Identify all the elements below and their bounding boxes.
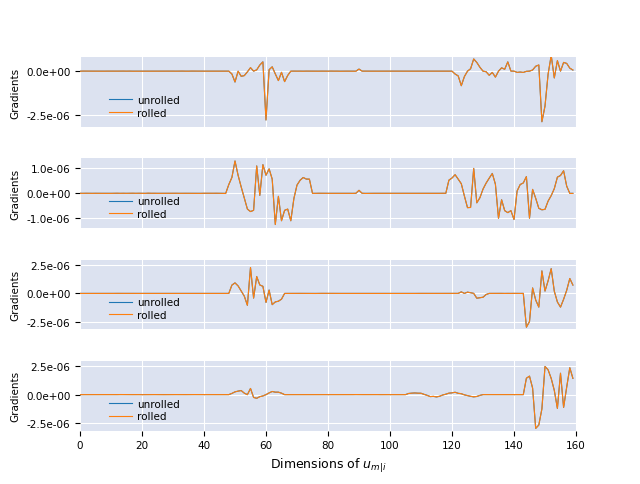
rolled <box>532 425 540 431</box>
Line: unrolled: unrolled <box>80 268 573 328</box>
Line: unrolled: unrolled <box>80 162 573 225</box>
rolled <box>76 291 84 297</box>
Line: rolled: rolled <box>80 367 573 428</box>
rolled <box>175 291 183 297</box>
rolled <box>246 265 254 271</box>
rolled <box>569 283 577 288</box>
unrolled <box>246 265 254 271</box>
unrolled <box>396 69 403 75</box>
rolled <box>396 392 403 398</box>
unrolled <box>479 392 487 398</box>
rolled <box>349 69 356 75</box>
rolled <box>550 76 558 82</box>
rolled <box>76 69 84 75</box>
unrolled <box>479 69 487 75</box>
unrolled <box>175 392 183 398</box>
rolled <box>479 69 487 75</box>
rolled <box>175 392 183 398</box>
rolled <box>538 120 546 125</box>
rolled <box>216 191 223 197</box>
unrolled <box>550 76 558 82</box>
rolled <box>175 191 183 197</box>
rolled <box>402 191 410 197</box>
Line: rolled: rolled <box>80 56 573 122</box>
rolled <box>483 292 490 298</box>
unrolled <box>216 291 223 297</box>
unrolled <box>175 191 183 197</box>
Legend: unrolled, rolled: unrolled, rolled <box>105 193 184 224</box>
rolled <box>231 159 239 165</box>
rolled <box>541 364 549 370</box>
unrolled <box>231 159 239 165</box>
rolled <box>569 68 577 74</box>
unrolled <box>216 69 223 75</box>
rolled <box>271 222 279 228</box>
Y-axis label: Gradients: Gradients <box>10 270 20 320</box>
unrolled <box>399 291 406 297</box>
unrolled <box>569 68 577 74</box>
unrolled <box>349 392 356 398</box>
rolled <box>547 53 555 59</box>
unrolled <box>76 69 84 75</box>
unrolled <box>541 364 549 370</box>
unrolled <box>216 191 223 197</box>
rolled <box>479 392 487 398</box>
unrolled <box>547 53 555 59</box>
Line: unrolled: unrolled <box>80 56 573 122</box>
unrolled <box>485 176 493 182</box>
rolled <box>216 69 223 75</box>
Y-axis label: Gradients: Gradients <box>10 168 20 219</box>
unrolled <box>532 425 540 431</box>
rolled <box>569 376 577 381</box>
unrolled <box>550 288 558 294</box>
unrolled <box>76 392 84 398</box>
Line: unrolled: unrolled <box>80 367 573 428</box>
Legend: unrolled, rolled: unrolled, rolled <box>105 394 184 425</box>
Y-axis label: Gradients: Gradients <box>10 370 20 422</box>
rolled <box>355 188 363 194</box>
unrolled <box>352 291 360 297</box>
rolled <box>550 186 558 192</box>
rolled <box>216 291 223 297</box>
unrolled <box>538 120 546 125</box>
unrolled <box>349 69 356 75</box>
unrolled <box>175 69 183 75</box>
rolled <box>569 191 577 197</box>
unrolled <box>550 388 558 393</box>
rolled <box>76 392 84 398</box>
rolled <box>352 291 360 297</box>
unrolled <box>569 376 577 381</box>
rolled <box>76 191 84 197</box>
rolled <box>399 291 406 297</box>
rolled <box>485 176 493 182</box>
unrolled <box>216 392 223 398</box>
rolled <box>396 69 403 75</box>
Y-axis label: Gradients: Gradients <box>10 67 20 119</box>
rolled <box>523 325 531 331</box>
rolled <box>550 289 558 295</box>
rolled <box>175 69 183 75</box>
unrolled <box>355 188 363 194</box>
Line: rolled: rolled <box>80 268 573 328</box>
unrolled <box>569 191 577 197</box>
Line: rolled: rolled <box>80 162 573 225</box>
rolled <box>550 388 558 393</box>
unrolled <box>569 283 577 288</box>
unrolled <box>76 291 84 297</box>
unrolled <box>483 292 490 298</box>
rolled <box>349 392 356 398</box>
unrolled <box>396 392 403 398</box>
unrolled <box>76 191 84 197</box>
unrolled <box>175 291 183 297</box>
rolled <box>216 392 223 398</box>
unrolled <box>550 186 558 192</box>
Legend: unrolled, rolled: unrolled, rolled <box>105 294 184 325</box>
X-axis label: Dimensions of $u_{m|i}$: Dimensions of $u_{m|i}$ <box>269 456 387 474</box>
unrolled <box>271 222 279 228</box>
unrolled <box>402 191 410 197</box>
Legend: unrolled, rolled: unrolled, rolled <box>105 91 184 122</box>
unrolled <box>523 325 531 331</box>
